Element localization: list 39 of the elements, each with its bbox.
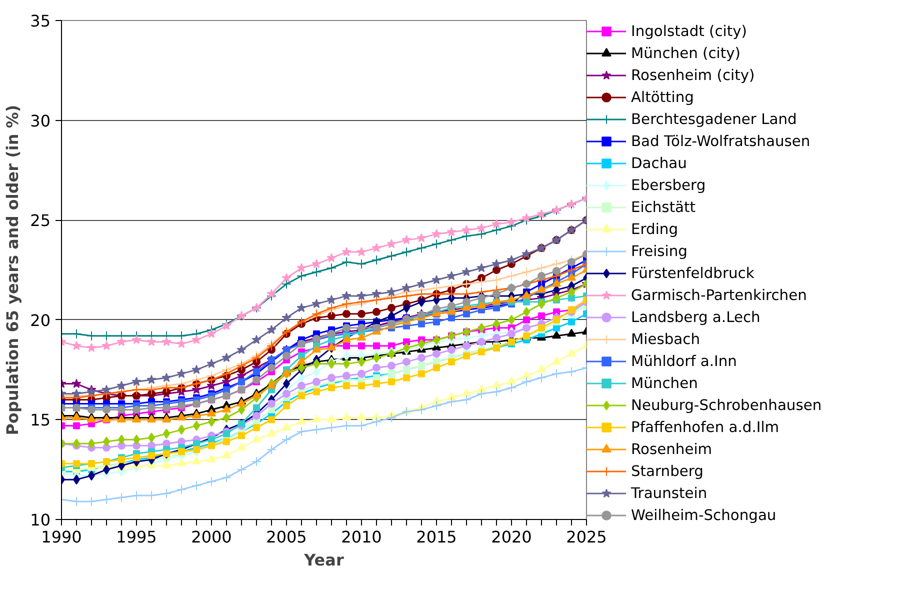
legend-label: Ebersberg: [631, 176, 706, 196]
y-tick-label: 15: [30, 410, 50, 430]
legend-label: Landsberg a.Lech: [631, 308, 760, 328]
legend-label: München: [631, 374, 698, 394]
legend-label: Garmisch-Partenkirchen: [631, 286, 807, 306]
legend-label: Berchtesgadener Land: [631, 110, 797, 130]
legend-label: Neuburg-Schrobenhausen: [631, 396, 822, 416]
y-axis-title: Population 65 years and older (in %): [3, 104, 22, 436]
x-tick-label: 2000: [191, 528, 232, 546]
x-tick-label: 2010: [341, 528, 382, 546]
legend-label: Starnberg: [631, 462, 704, 482]
legend-label: Miesbach: [631, 330, 700, 350]
legend-label: Freising: [631, 242, 688, 262]
y-tick-label: 25: [30, 211, 50, 230]
x-tick-label: 2020: [491, 528, 532, 546]
legend-label: Mühldorf a.Inn: [631, 352, 737, 372]
legend-label: Traunstein: [631, 484, 708, 504]
x-tick-label: 1990: [41, 528, 82, 546]
legend-label: Bad Tölz-Wolfratshausen: [631, 132, 810, 152]
x-tick-label: 2005: [266, 528, 307, 546]
y-tick-label: 10: [30, 510, 50, 530]
legend-label: Pfaffenhofen a.d.Ilm: [631, 418, 780, 438]
y-tick-label: 30: [30, 111, 50, 130]
x-tick-label: 2025: [566, 528, 607, 546]
legend-label: Fürstenfeldbruck: [631, 264, 754, 284]
y-tick-label: 35: [30, 12, 50, 30]
x-tick-label: 1995: [116, 528, 157, 546]
legend-label: Dachau: [631, 154, 687, 174]
legend-label: Rosenheim (city): [631, 66, 755, 86]
legend-label: Weilheim-Schongau: [631, 506, 776, 526]
legend-label: Erding: [631, 220, 678, 240]
x-tick-label: 2015: [416, 528, 457, 546]
legend-label: München (city): [631, 44, 741, 64]
legend-label: Ingolstadt (city): [631, 22, 748, 42]
y-tick-label: 20: [30, 310, 50, 330]
legend-label: Eichstätt: [631, 198, 696, 218]
x-axis-title: Year: [303, 550, 344, 570]
legend-label: Altötting: [631, 88, 694, 108]
legend-label: Rosenheim: [631, 440, 712, 460]
